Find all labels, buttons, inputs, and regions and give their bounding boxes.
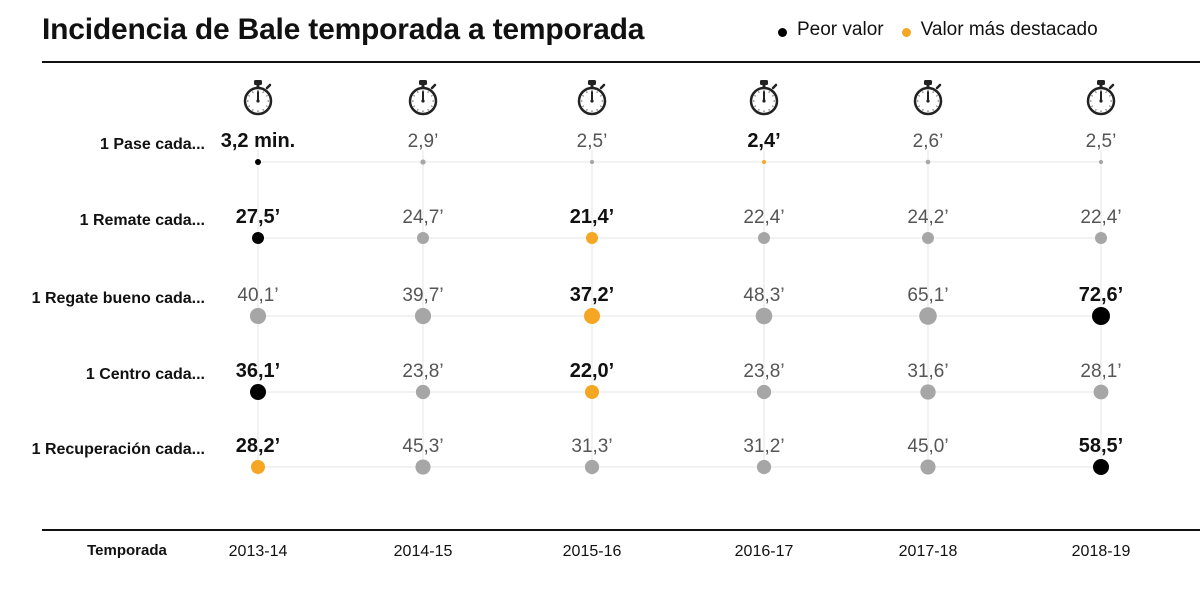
data-point [584, 308, 600, 324]
data-label: 22,4’ [1080, 207, 1121, 228]
data-point [755, 307, 773, 325]
data-point [756, 459, 772, 475]
data-label: 2,5’ [577, 131, 608, 152]
data-point [252, 232, 264, 244]
data-point [255, 159, 261, 165]
data-point [586, 232, 598, 244]
data-point [1093, 384, 1109, 400]
data-label: 37,2’ [570, 284, 614, 306]
data-label: 23,8’ [402, 361, 443, 382]
data-point [420, 159, 426, 165]
data-point [415, 384, 431, 400]
data-label: 31,6’ [907, 361, 948, 382]
data-point [925, 159, 931, 165]
row-label: 1 Remate cada... [80, 212, 205, 229]
data-label: 24,7’ [402, 207, 443, 228]
data-label: 23,8’ [743, 361, 784, 382]
data-point [1098, 159, 1104, 165]
data-label: 21,4’ [570, 206, 614, 228]
data-point [414, 307, 432, 325]
data-label: 22,0’ [570, 360, 614, 382]
stopwatch-icon [913, 80, 943, 116]
legend-dot-best [901, 27, 911, 37]
legend-label-best: Valor más destacado [920, 19, 1098, 40]
stopwatch-icon [243, 80, 273, 116]
data-label: 58,5’ [1079, 435, 1123, 457]
data-label: 36,1’ [236, 360, 280, 382]
data-point [251, 460, 265, 474]
data-point [584, 459, 600, 475]
data-label: 2,4’ [747, 130, 780, 152]
data-point [249, 307, 267, 325]
data-label: 72,6’ [1079, 284, 1123, 306]
row-label: 1 Centro cada... [86, 366, 205, 383]
data-label: 2,6’ [913, 131, 944, 152]
legend: Peor valor Valor más destacado [778, 19, 1116, 41]
data-point [922, 232, 934, 244]
data-label: 24,2’ [907, 207, 948, 228]
data-label: 65,1’ [907, 285, 948, 306]
x-tick-label: 2013-14 [229, 543, 288, 560]
data-point [417, 232, 429, 244]
row-label: 1 Recuperación cada... [32, 441, 205, 458]
data-label: 3,2 min. [221, 130, 295, 152]
data-label: 22,4’ [743, 207, 784, 228]
data-label: 48,3’ [743, 285, 784, 306]
x-tick-label: 2018-19 [1072, 543, 1131, 560]
data-point [1092, 307, 1110, 325]
page-title: Incidencia de Bale temporada a temporada [42, 13, 645, 46]
stopwatch-icon [408, 80, 438, 116]
data-label: 2,5’ [1086, 131, 1117, 152]
data-point [589, 159, 595, 165]
row-label: 1 Regate bueno cada... [32, 290, 205, 307]
legend-item-best: Valor más destacado [901, 19, 1098, 41]
data-label: 39,7’ [402, 285, 443, 306]
data-point [1095, 232, 1107, 244]
data-label: 27,5’ [236, 206, 280, 228]
stopwatch-icon [749, 80, 779, 116]
x-tick-label: 2015-16 [563, 543, 622, 560]
data-label: 28,2’ [236, 435, 280, 457]
x-tick-label: 2017-18 [899, 543, 958, 560]
data-label: 45,3’ [402, 436, 443, 457]
legend-label-worst: Peor valor [797, 19, 884, 40]
stopwatch-icon [1086, 80, 1116, 116]
data-point [415, 459, 431, 475]
legend-item-worst: Peor valor [778, 19, 884, 41]
data-point [250, 384, 266, 400]
data-point [919, 307, 937, 325]
x-tick-label: 2016-17 [735, 543, 794, 560]
data-label: 45,0’ [907, 436, 948, 457]
x-tick-label: 2014-15 [394, 543, 453, 560]
x-axis-title: Temporada [87, 542, 167, 559]
data-point [920, 459, 936, 475]
data-point [1093, 459, 1109, 475]
data-point [585, 385, 599, 399]
legend-dot-worst [778, 27, 787, 37]
data-label: 31,2’ [743, 436, 784, 457]
data-point [920, 384, 936, 400]
data-label: 31,3’ [571, 436, 612, 457]
data-point [758, 232, 770, 244]
data-label: 2,9’ [408, 131, 439, 152]
row-label: 1 Pase cada... [100, 136, 205, 153]
data-label: 40,1’ [237, 285, 278, 306]
stopwatch-icon [577, 80, 607, 116]
data-label: 28,1’ [1080, 361, 1121, 382]
data-point [756, 384, 772, 400]
data-point [762, 160, 766, 164]
